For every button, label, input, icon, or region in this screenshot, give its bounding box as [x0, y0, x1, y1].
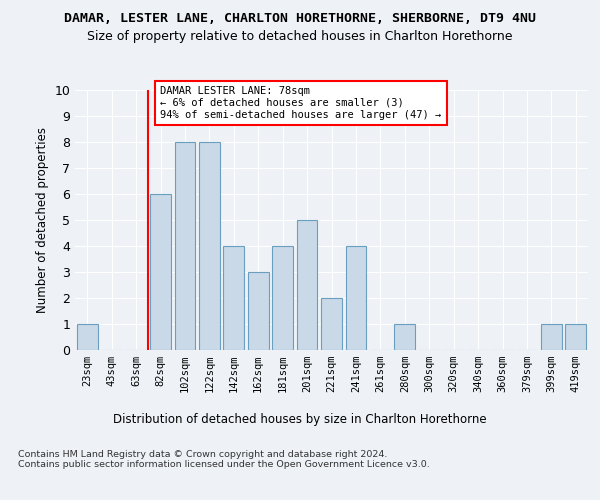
Bar — [394, 324, 415, 350]
Y-axis label: Number of detached properties: Number of detached properties — [36, 127, 49, 313]
Bar — [541, 324, 562, 350]
Bar — [175, 142, 196, 350]
Text: Distribution of detached houses by size in Charlton Horethorne: Distribution of detached houses by size … — [113, 412, 487, 426]
Bar — [77, 324, 98, 350]
Bar — [346, 246, 367, 350]
Text: DAMAR, LESTER LANE, CHARLTON HORETHORNE, SHERBORNE, DT9 4NU: DAMAR, LESTER LANE, CHARLTON HORETHORNE,… — [64, 12, 536, 26]
Bar — [321, 298, 342, 350]
Bar — [272, 246, 293, 350]
Bar — [199, 142, 220, 350]
Bar — [223, 246, 244, 350]
Bar — [296, 220, 317, 350]
Text: Contains HM Land Registry data © Crown copyright and database right 2024.
Contai: Contains HM Land Registry data © Crown c… — [18, 450, 430, 469]
Bar — [248, 272, 269, 350]
Bar — [150, 194, 171, 350]
Bar — [565, 324, 586, 350]
Text: Size of property relative to detached houses in Charlton Horethorne: Size of property relative to detached ho… — [87, 30, 513, 43]
Text: DAMAR LESTER LANE: 78sqm
← 6% of detached houses are smaller (3)
94% of semi-det: DAMAR LESTER LANE: 78sqm ← 6% of detache… — [161, 86, 442, 120]
